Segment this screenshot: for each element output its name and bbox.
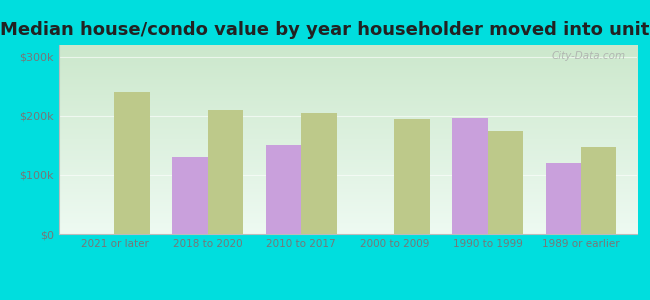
Bar — [114, 92, 150, 234]
Bar — [581, 147, 616, 234]
Bar — [172, 157, 208, 234]
Bar — [395, 119, 430, 234]
Bar — [208, 110, 243, 234]
Bar — [452, 118, 488, 234]
Text: City-Data.com: City-Data.com — [551, 51, 625, 61]
Text: Median house/condo value by year householder moved into unit: Median house/condo value by year househo… — [0, 21, 650, 39]
Bar — [301, 113, 337, 234]
Bar — [488, 130, 523, 234]
Bar — [545, 163, 581, 234]
Bar — [266, 146, 301, 234]
